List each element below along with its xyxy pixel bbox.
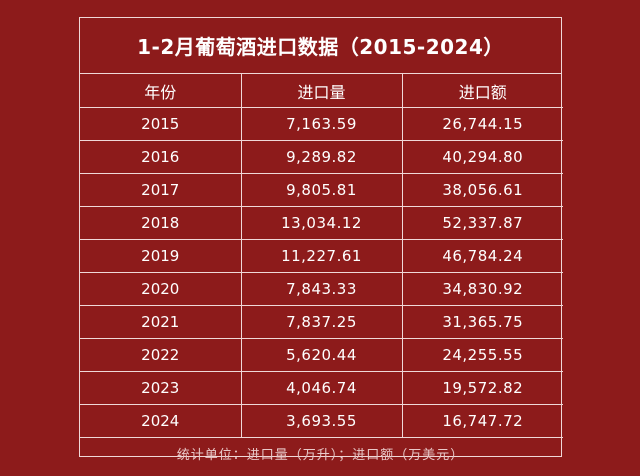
cell-value: 31,365.75: [401, 305, 563, 339]
cell-value: 26,744.15: [401, 107, 563, 141]
cell-value: 24,255.55: [401, 338, 563, 372]
table-row: 2020 7,843.33 34,830.92: [80, 272, 563, 306]
table-panel: 1-2月葡萄酒进口数据（2015-2024） 年份 进口量 进口额 2015 7,…: [79, 17, 563, 463]
cell-value: 38,056.61: [401, 173, 563, 207]
cell-volume: 11,227.61: [240, 239, 403, 273]
cell-volume: 9,805.81: [240, 173, 403, 207]
cell-volume: 7,837.25: [240, 305, 403, 339]
cell-value: 16,747.72: [401, 404, 563, 438]
unit-footnote: 统计单位：进口量（万升）；进口额（万美元）: [176, 447, 465, 463]
cell-volume: 3,693.55: [240, 404, 403, 438]
table-row: 2019 11,227.61 46,784.24: [80, 239, 563, 273]
table-row: 2021 7,837.25 31,365.75: [80, 305, 563, 339]
cell-volume: 13,034.12: [240, 206, 403, 240]
cell-year: 2024: [80, 404, 242, 438]
cell-value: 40,294.80: [401, 140, 563, 174]
cell-value: 19,572.82: [401, 371, 563, 405]
table-row: 2017 9,805.81 38,056.61: [80, 173, 563, 207]
table-row: 2022 5,620.44 24,255.55: [80, 338, 563, 372]
cell-year: 2017: [80, 173, 242, 207]
cell-volume: 9,289.82: [240, 140, 403, 174]
table-row: 2023 4,046.74 19,572.82: [80, 371, 563, 405]
cell-year: 2018: [80, 206, 242, 240]
header-value: 进口额: [401, 74, 563, 108]
cell-volume: 5,620.44: [240, 338, 403, 372]
table-body: 2015 7,163.59 26,744.15 2016 9,289.82 40,294.…: [80, 107, 563, 438]
header-row: 年份 进口量 进口额: [80, 74, 563, 108]
cell-volume: 7,163.59: [240, 107, 403, 141]
cell-volume: 4,046.74: [240, 371, 403, 405]
cell-year: 2020: [80, 272, 242, 306]
cell-volume: 7,843.33: [240, 272, 403, 306]
table-row: 2016 9,289.82 40,294.80: [80, 140, 563, 174]
cell-value: 46,784.24: [401, 239, 563, 273]
cell-year: 2019: [80, 239, 242, 273]
header-volume: 进口量: [240, 74, 403, 108]
cell-year: 2022: [80, 338, 242, 372]
data-table: 年份 进口量 进口额 2015 7,163.59 26,744.15 2016 9,28…: [80, 74, 563, 438]
cell-value: 52,337.87: [401, 206, 563, 240]
table-row: 2024 3,693.55 16,747.72: [80, 404, 563, 438]
cell-year: 2016: [80, 140, 242, 174]
table-title: 1-2月葡萄酒进口数据（2015-2024）: [80, 18, 561, 74]
cell-value: 34,830.92: [401, 272, 563, 306]
cell-year: 2021: [80, 305, 242, 339]
table-row: 2018 13,034.12 52,337.87: [80, 206, 563, 240]
cell-year: 2023: [80, 371, 242, 405]
cell-year: 2015: [80, 107, 242, 141]
header-year: 年份: [80, 74, 242, 108]
table-row: 2015 7,163.59 26,744.15: [80, 107, 563, 141]
